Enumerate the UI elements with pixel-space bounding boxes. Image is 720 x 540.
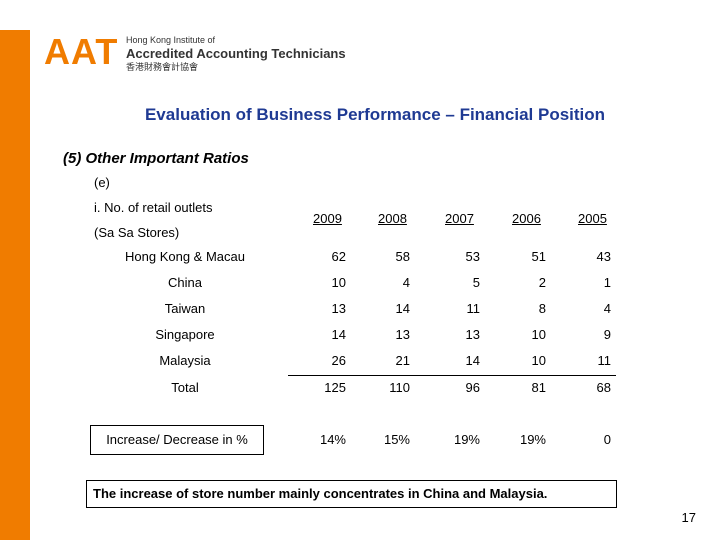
table-cell: 2 xyxy=(538,275,546,290)
increase-label-box xyxy=(90,425,264,455)
year-header: 2007 xyxy=(445,211,474,226)
table-cell: 1 xyxy=(603,275,611,290)
table-cell: 10 xyxy=(531,327,546,342)
table-cell: 43 xyxy=(596,249,611,264)
table-cell: 11 xyxy=(466,301,481,316)
logo-text: Hong Kong Institute of Accredited Accoun… xyxy=(126,35,366,73)
table-cell: 14% xyxy=(319,432,346,447)
table-cell: 19% xyxy=(519,432,546,447)
table-cell: 110 xyxy=(389,380,410,395)
table-cell: 10 xyxy=(531,353,546,368)
conclusion-note: The increase of store number mainly conc… xyxy=(86,480,617,508)
table-cell: 14 xyxy=(465,353,480,368)
table-cell: 53 xyxy=(465,249,480,264)
table-cell: 13 xyxy=(465,327,480,342)
table-cell: 125 xyxy=(324,380,346,395)
table-cell: 68 xyxy=(596,380,611,395)
table-cell: 19% xyxy=(453,432,480,447)
question-line-2: (Sa Sa Stores) xyxy=(94,225,180,240)
logo-line-2: Accredited Accounting Technicians xyxy=(126,46,346,61)
table-cell: 5 xyxy=(472,275,480,290)
year-header: 2005 xyxy=(578,211,607,226)
table-cell: 14 xyxy=(331,327,346,342)
table-cell: 15% xyxy=(383,432,410,447)
row-label: Taiwan xyxy=(164,301,206,316)
logo-line-1: Hong Kong Institute of xyxy=(126,35,216,45)
year-header: 2008 xyxy=(378,211,407,226)
slide-subtitle: (5) Other Important Ratios xyxy=(63,150,249,167)
table-cell: 13 xyxy=(331,301,346,316)
table-cell: 81 xyxy=(531,380,546,395)
table-cell: 0 xyxy=(603,432,611,447)
table-cell: 26 xyxy=(331,353,346,368)
table-cell: 10 xyxy=(331,275,346,290)
row-label-total: Total xyxy=(171,380,199,395)
table-cell: 4 xyxy=(402,275,410,290)
left-accent-bar xyxy=(0,30,30,540)
year-header: 2006 xyxy=(512,211,541,226)
table-cell: 62 xyxy=(331,249,346,264)
question-line-1: i. No. of retail outlets xyxy=(94,200,213,215)
row-label: Malaysia xyxy=(159,353,211,368)
row-label: Singapore xyxy=(155,327,215,342)
table-cell: 96 xyxy=(465,380,480,395)
total-divider xyxy=(288,375,616,376)
logo-mark: AAT xyxy=(44,31,119,72)
section-label: (e) xyxy=(94,175,110,190)
logo-line-3: 香港財務會計協會 xyxy=(126,62,199,72)
table-cell: 8 xyxy=(538,301,546,316)
table-cell: 11 xyxy=(597,353,612,368)
slide-title: Evaluation of Business Performance – Fin… xyxy=(144,105,606,124)
table-cell: 51 xyxy=(531,249,546,264)
table-cell: 21 xyxy=(395,353,410,368)
table-cell: 58 xyxy=(395,249,410,264)
page-number: 17 xyxy=(681,510,696,525)
row-label: Hong Kong & Macau xyxy=(125,249,245,264)
row-label: China xyxy=(168,275,202,290)
table-cell: 14 xyxy=(395,301,410,316)
table-cell: 13 xyxy=(395,327,410,342)
row-label-increase: Increase/ Decrease in % xyxy=(106,432,248,447)
table-cell: 9 xyxy=(603,327,611,342)
year-header: 2009 xyxy=(313,211,342,226)
table-cell: 4 xyxy=(603,301,611,316)
